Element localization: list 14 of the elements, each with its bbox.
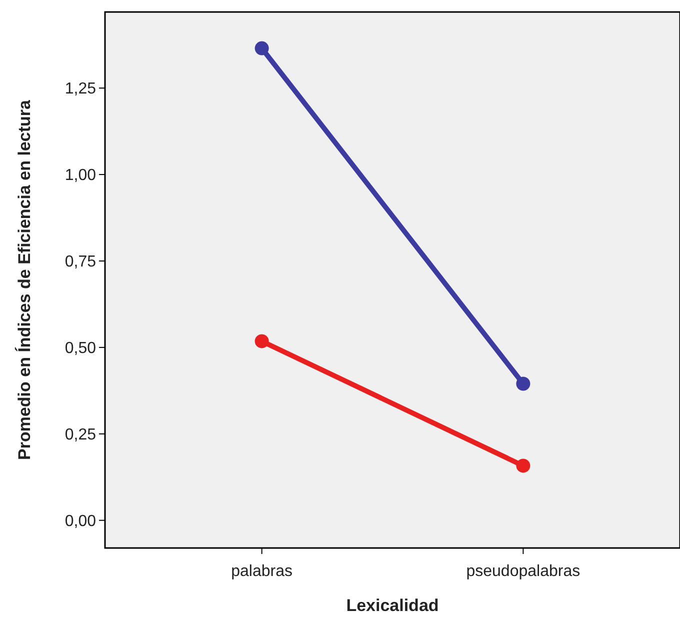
point: [254, 334, 269, 348]
point: [516, 458, 530, 473]
y-tick-label: 0,75: [64, 254, 96, 271]
y-tick-label: 0,25: [64, 426, 96, 444]
y-tick-label: 1,00: [64, 167, 96, 184]
y-tick-label: 1,25: [64, 80, 96, 98]
y-axis-title: Promedio en Índices de Eficiencia en lectura: [14, 99, 34, 460]
x-tick-label: palabras: [231, 563, 293, 580]
x-tick-label: pseudopalabras: [466, 563, 580, 580]
point: [516, 376, 530, 391]
x-axis-title: Lexicalidad: [346, 596, 439, 615]
y-tick-label: 0,00: [64, 512, 96, 530]
y-tick-label: 0,50: [64, 340, 96, 358]
point: [254, 41, 269, 56]
